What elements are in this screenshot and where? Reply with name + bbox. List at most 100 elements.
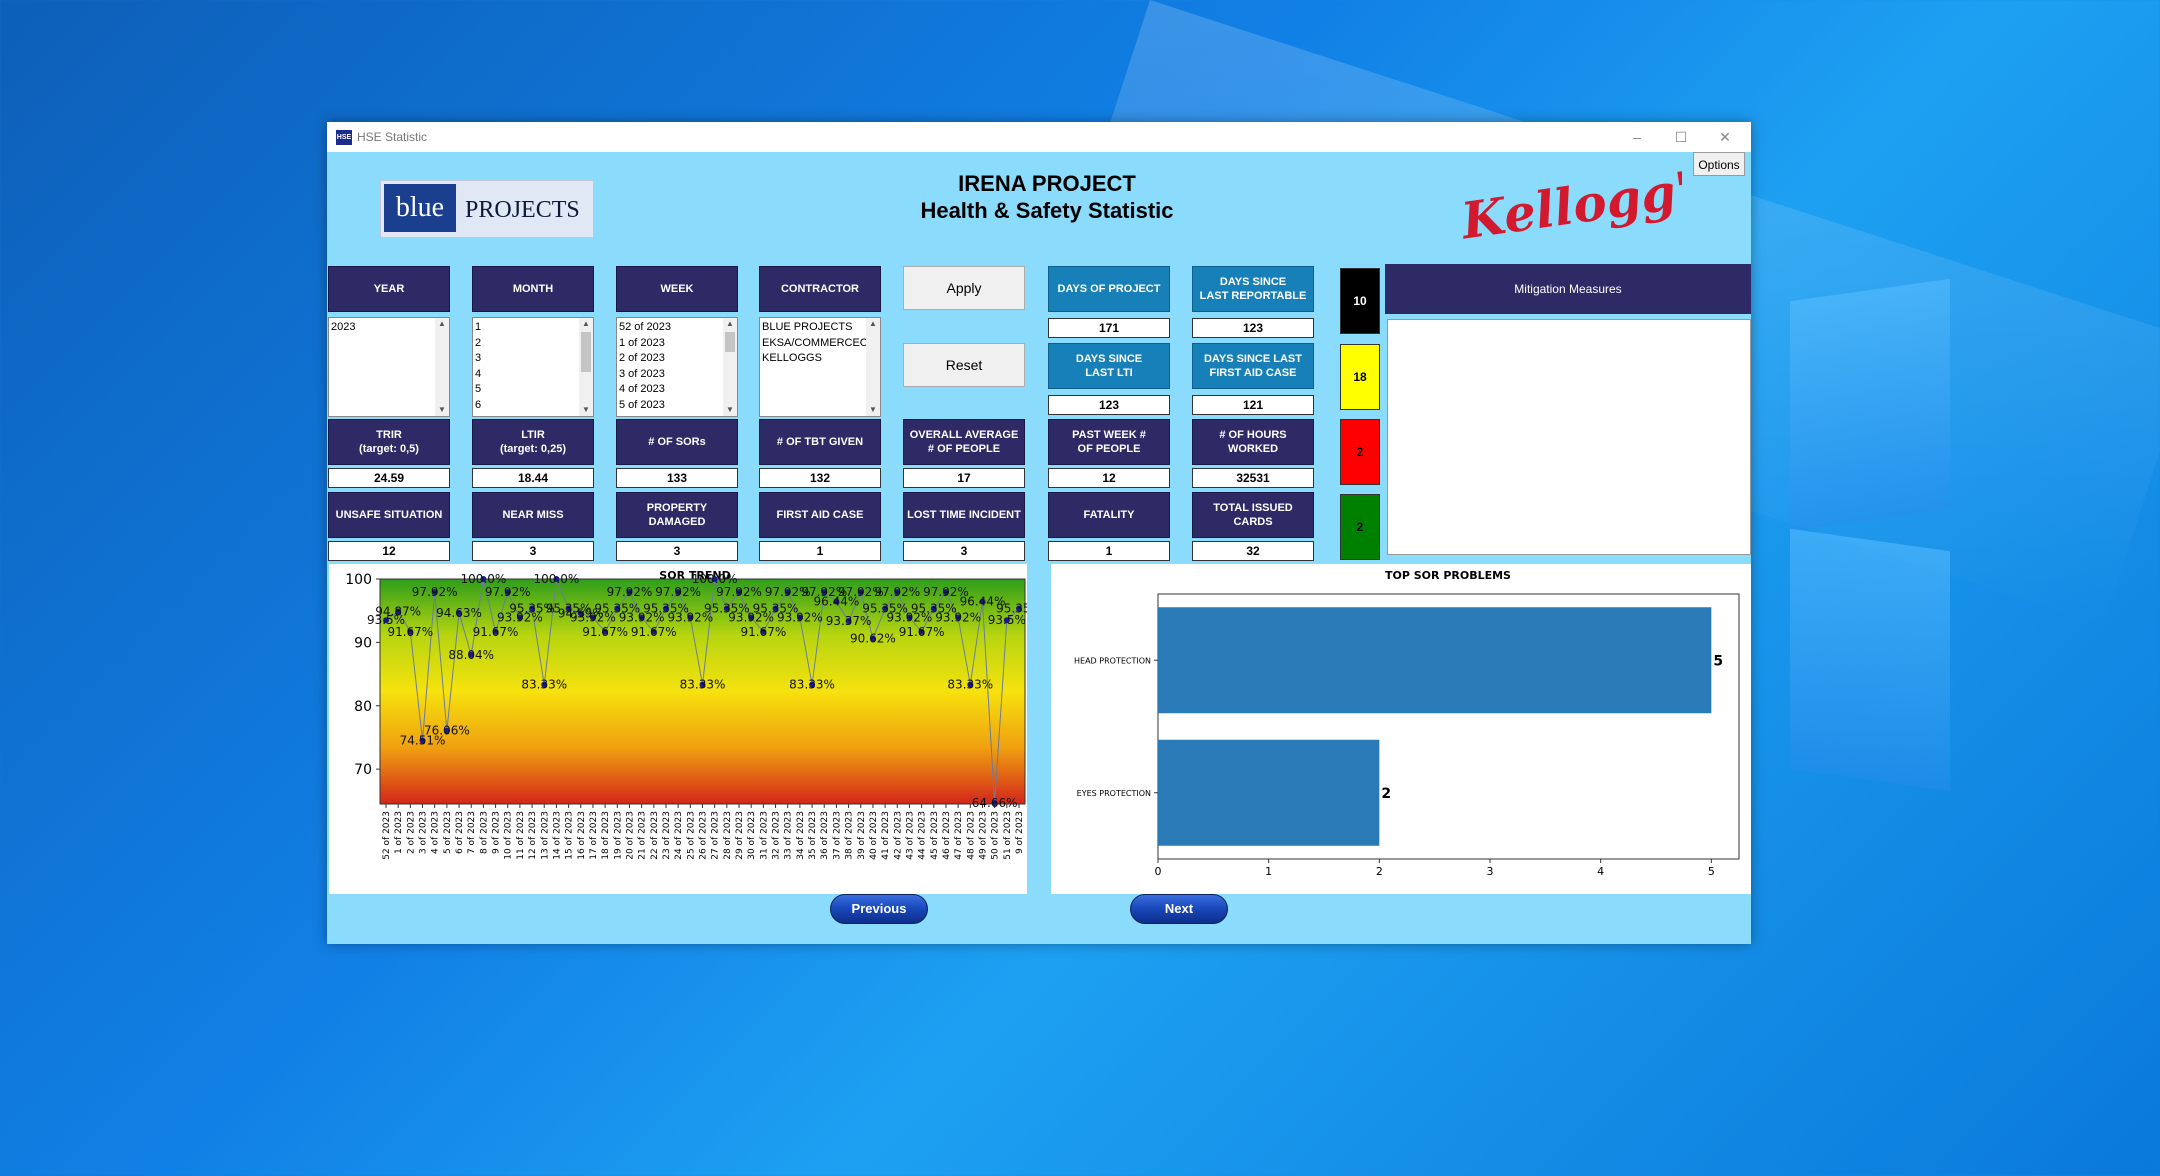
- scroll-down-icon[interactable]: ▼: [726, 405, 734, 414]
- month-option[interactable]: 5: [475, 383, 482, 395]
- sor-trend-data-label: 97.92%: [923, 585, 969, 599]
- week-option[interactable]: 4 of 2023: [619, 383, 665, 395]
- reset-button[interactable]: Reset: [903, 343, 1025, 387]
- sor-trend-data-label: 97.92%: [412, 585, 458, 599]
- sor-trend-data-label: 91.67%: [631, 625, 677, 639]
- week-scrollbar[interactable]: ▲ ▼: [723, 318, 737, 416]
- year-option[interactable]: 2023: [331, 321, 356, 333]
- sor-trend-point: [468, 651, 475, 658]
- title-bar: HSE HSE Statistic – ☐ ✕: [327, 122, 1751, 152]
- next-button[interactable]: Next: [1130, 894, 1228, 924]
- fatality-value: 1: [1048, 541, 1170, 561]
- top-sor-chart: TOP SOR PROBLEMS 5 HEAD PROTECTION 2 EYES P…: [1074, 569, 1740, 878]
- scroll-thumb[interactable]: [581, 332, 591, 372]
- minimize-button[interactable]: –: [1633, 129, 1641, 145]
- sor-trend-point: [626, 589, 633, 596]
- apply-button[interactable]: Apply: [903, 266, 1025, 310]
- project-title: IRENA PROJECT: [958, 171, 1136, 196]
- scroll-down-icon[interactable]: ▼: [438, 405, 446, 414]
- maximize-button[interactable]: ☐: [1674, 129, 1688, 145]
- days-of-project-header: DAYS OF PROJECT: [1048, 266, 1170, 312]
- tbt-value: 132: [759, 468, 881, 488]
- sor-trend-point: [833, 598, 840, 605]
- month-header: MONTH: [472, 266, 594, 312]
- month-listbox[interactable]: 1 2 3 4 5 6 ▲ ▼: [472, 317, 594, 417]
- sor-trend-point: [942, 589, 949, 596]
- scroll-up-icon[interactable]: ▲: [582, 319, 590, 328]
- sor-trend-data-label: 97.92%: [838, 585, 884, 599]
- x-tick-label: 44 of 2023: [918, 811, 928, 860]
- sor-trend-point: [492, 628, 499, 635]
- contractor-scrollbar[interactable]: ▲ ▼: [866, 318, 880, 416]
- month-option[interactable]: 4: [475, 367, 482, 380]
- scroll-down-icon[interactable]: ▼: [582, 405, 590, 414]
- year-header: YEAR: [328, 266, 450, 312]
- scroll-down-icon[interactable]: ▼: [869, 405, 877, 414]
- scroll-thumb[interactable]: [725, 332, 735, 352]
- week-option[interactable]: 3 of 2023: [619, 367, 665, 380]
- sor-trend-point: [504, 589, 511, 596]
- x-tick-label: 45 of 2023: [930, 811, 940, 860]
- near-miss-header: NEAR MISS: [472, 492, 594, 538]
- month-option[interactable]: 6: [475, 398, 482, 411]
- sor-trend-point: [736, 589, 743, 596]
- contractor-option[interactable]: KELLOGGS: [762, 352, 822, 364]
- year-scrollbar[interactable]: ▲ ▼: [435, 318, 449, 416]
- sor-trend-point: [407, 628, 414, 635]
- hours-worked-value: 32531: [1192, 468, 1314, 488]
- sor-trend-data-label: 93.92%: [667, 611, 713, 625]
- sor-trend-point: [930, 605, 937, 612]
- tbt-header: # OF TBT GIVEN: [759, 419, 881, 465]
- week-option[interactable]: 2 of 2023: [619, 352, 665, 364]
- x-tick-label: 7 of 2023: [467, 811, 477, 854]
- close-button[interactable]: ✕: [1719, 129, 1731, 145]
- sor-trend-point: [1003, 617, 1010, 624]
- contractor-listbox[interactable]: BLUE PROJECTS EKSA/COMMERCEON KELLOGGS ▲…: [759, 317, 881, 417]
- sor-trend-point: [967, 681, 974, 688]
- scroll-up-icon[interactable]: ▲: [869, 319, 877, 328]
- options-button[interactable]: Options: [1693, 152, 1745, 176]
- trir-header: TRIR (target: 0,5): [328, 419, 450, 465]
- month-scrollbar[interactable]: ▲ ▼: [579, 318, 593, 416]
- ltir-value: 18.44: [472, 468, 594, 488]
- header-line: (target: 0,5): [359, 443, 419, 455]
- sor-trend-plot-area: [379, 578, 1026, 805]
- ltir-header: LTIR (target: 0,25): [472, 419, 594, 465]
- x-tick-label: 48 of 2023: [966, 811, 976, 860]
- year-listbox[interactable]: 2023 ▲ ▼: [328, 317, 450, 417]
- sor-trend-data-label: 95.35%: [911, 601, 957, 615]
- x-tick-label: 4 of 2023: [431, 811, 441, 854]
- x-tick-label: 49 of 2023: [978, 811, 988, 860]
- week-listbox[interactable]: 52 of 2023 1 of 2023 2 of 2023 3 of 2023…: [616, 317, 738, 417]
- week-option[interactable]: 52 of 2023: [619, 321, 671, 333]
- x-tick-label: 22 of 2023: [650, 811, 660, 860]
- x-tick-label: 16 of 2023: [577, 811, 587, 860]
- contractor-option[interactable]: EKSA/COMMERCEON: [762, 336, 877, 349]
- x-tick-label: 21 of 2023: [638, 811, 648, 860]
- card-black: 10: [1340, 268, 1380, 334]
- contractor-option[interactable]: BLUE PROJECTS: [762, 321, 853, 333]
- x-tick-label: 10 of 2023: [504, 811, 514, 860]
- x-tick-label: 32 of 2023: [772, 811, 782, 860]
- month-option[interactable]: 3: [475, 352, 482, 364]
- mitigation-measures-box[interactable]: [1387, 319, 1751, 555]
- x-tick-label: 50 of 2023: [991, 811, 1001, 860]
- sor-trend-point: [918, 628, 925, 635]
- app-icon: HSE: [336, 130, 352, 145]
- week-option[interactable]: 1 of 2023: [619, 336, 665, 349]
- x-tick-label: 26 of 2023: [699, 811, 709, 860]
- sor-trend-point: [419, 737, 426, 744]
- scroll-up-icon[interactable]: ▲: [726, 319, 734, 328]
- first-aid-case-header: FIRST AID CASE: [759, 492, 881, 538]
- y-tick-label: 70: [354, 762, 372, 778]
- week-option[interactable]: 5 of 2023: [619, 398, 665, 411]
- previous-button[interactable]: Previous: [830, 894, 928, 924]
- x-tick-label: 1 of 2023: [394, 811, 404, 854]
- scroll-up-icon[interactable]: ▲: [438, 319, 446, 328]
- month-option[interactable]: 1: [475, 321, 482, 333]
- month-option[interactable]: 2: [475, 336, 482, 349]
- logo-word-blue: blue: [384, 184, 456, 232]
- sor-trend-data-label: 96.44%: [814, 595, 860, 609]
- sor-trend-point: [991, 799, 998, 806]
- days-since-first-aid-value: 121: [1192, 395, 1314, 415]
